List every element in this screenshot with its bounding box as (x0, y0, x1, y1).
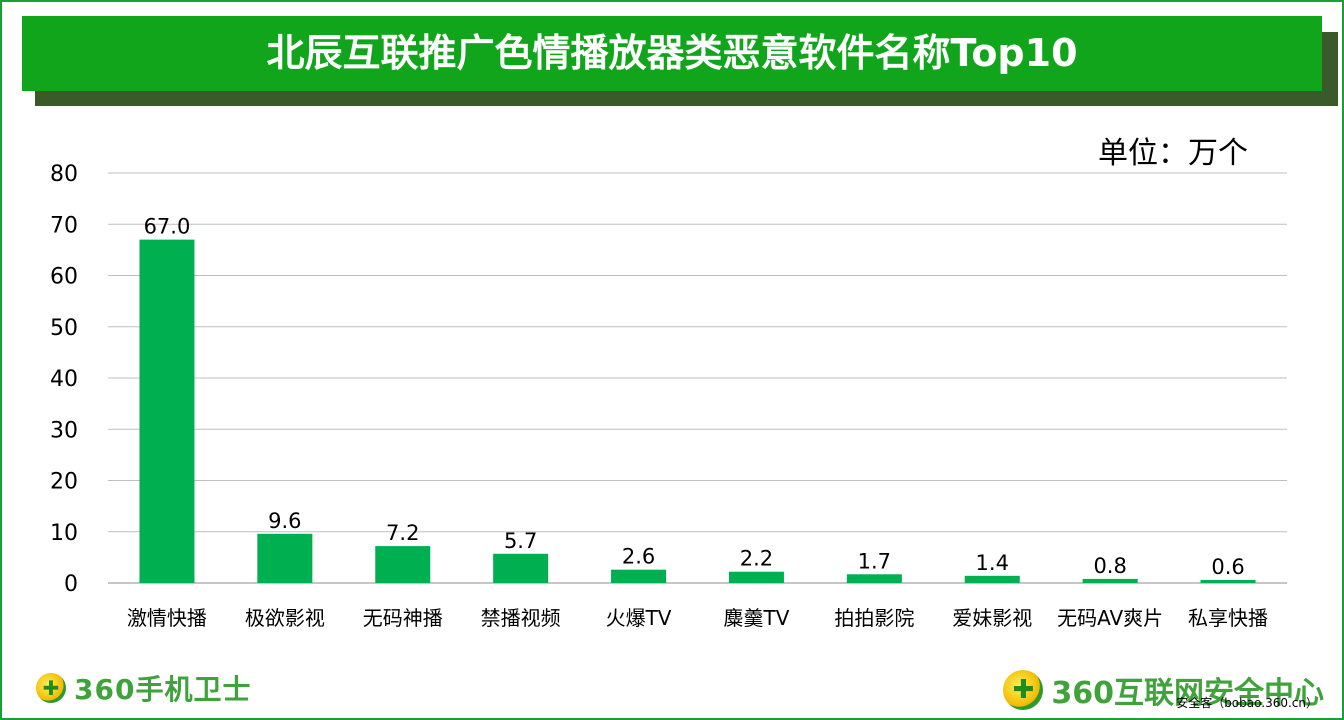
y-tick-label: 70 (50, 213, 78, 238)
title-banner (22, 16, 1322, 91)
bar (611, 569, 667, 583)
bar (1082, 578, 1138, 583)
chart-title: 北辰互联推广色情播放器类恶意软件名称Top10 (266, 31, 1078, 75)
data-label: 2.6 (622, 545, 655, 569)
data-label: 1.7 (858, 549, 891, 573)
y-tick-label: 20 (50, 470, 78, 495)
data-label: 0.6 (1211, 555, 1244, 579)
bar (1200, 579, 1256, 583)
data-label: 7.2 (386, 521, 419, 545)
y-tick-label: 0 (64, 572, 78, 597)
y-tick-label: 80 (50, 162, 78, 187)
unit-label: 单位：万个 (1098, 136, 1248, 171)
data-label: 2.2 (740, 547, 773, 571)
bar (728, 571, 784, 583)
source-credit: 安全客（bobao.360.cn） (1176, 696, 1318, 710)
x-tick-label: 火爆TV (606, 606, 672, 630)
y-tick-label: 10 (50, 521, 78, 546)
logo-text-left: 360手机卫士 (74, 673, 252, 706)
data-label: 67.0 (144, 215, 191, 239)
x-tick-label: 私享快播 (1188, 606, 1268, 630)
x-tick-label: 爱妹影视 (952, 606, 1032, 630)
bar (375, 546, 431, 583)
bars (139, 239, 1256, 583)
bar (139, 239, 195, 583)
y-axis-labels: 0 10 20 30 40 50 60 70 80 (50, 162, 78, 597)
data-label: 1.4 (976, 551, 1009, 575)
x-tick-label: 无码神播 (363, 606, 443, 630)
x-tick-label: 极欲影视 (245, 606, 325, 630)
x-tick-label: 无码AV爽片 (1057, 606, 1163, 630)
y-tick-label: 30 (50, 418, 78, 443)
x-tick-label: 禁播视频 (481, 606, 561, 630)
value-labels: 67.0 9.6 7.2 5.7 2.6 2.2 1.7 1.4 0.8 0.6 (144, 215, 1245, 579)
logo-360-security-center: ✚ 360互联网安全中心 (1003, 668, 1324, 712)
y-tick-label: 40 (50, 367, 78, 392)
x-tick-label: 麋羹TV (723, 606, 789, 630)
y-tick-label: 50 (50, 316, 78, 341)
x-axis-labels: 激情快播 极欲影视 无码神播 禁播视频 火爆TV 麋羹TV 拍拍影院 爱妹影视 无码AV爽片 私享… (127, 606, 1268, 630)
shield-plus-icon: ✚ (36, 673, 66, 703)
data-label: 5.7 (504, 529, 537, 553)
shield-plus-icon: ✚ (1003, 670, 1044, 710)
x-tick-label: 拍拍影院 (834, 606, 914, 630)
logo-text-right: 360互联网安全中心 (1051, 676, 1324, 711)
bar (964, 575, 1020, 583)
y-tick-label: 60 (50, 265, 78, 290)
data-label: 9.6 (268, 509, 301, 533)
x-tick-label: 激情快播 (127, 606, 207, 630)
bar (493, 553, 549, 583)
data-label: 0.8 (1093, 554, 1126, 578)
bar (846, 574, 902, 583)
bar (257, 533, 313, 583)
logo-360-mobile-guard: ✚ 360手机卫士 (36, 670, 251, 706)
